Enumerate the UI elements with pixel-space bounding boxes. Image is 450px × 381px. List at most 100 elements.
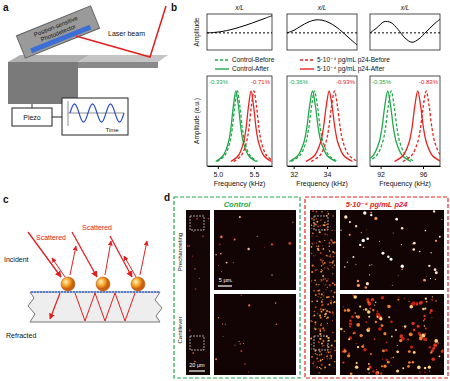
fluorescence-spot xyxy=(332,215,333,216)
axis-title: Frequency (kHz) xyxy=(296,180,348,188)
tick-mark xyxy=(327,166,328,169)
fluorescence-spot xyxy=(344,215,347,218)
scale-bar-label: 5 μm xyxy=(219,277,232,283)
fluorescence-spot xyxy=(365,321,367,323)
fluorescence-spot xyxy=(424,307,426,309)
fluorescence-spot xyxy=(319,333,321,335)
side-label: Cantilever xyxy=(177,316,183,343)
fluorescence-spot xyxy=(327,287,328,288)
fluorescence-spot xyxy=(218,265,219,266)
fluorescence-spot xyxy=(226,262,228,264)
tick: 5.5 xyxy=(250,166,260,178)
fluorescence-spot xyxy=(329,358,330,359)
fluorescence-spot xyxy=(390,365,392,367)
fluorescence-spot xyxy=(435,279,436,280)
annotation: -0.71% xyxy=(251,79,271,85)
spectrum-chart: 3234Frequency (kHz)-0.36%-0.93% xyxy=(287,76,358,188)
fluorescence-spot xyxy=(316,243,317,244)
fluorescence-spot xyxy=(316,366,318,368)
scattered-ray xyxy=(140,241,147,275)
fluorescence-spot xyxy=(314,321,316,323)
fluorescence-spot xyxy=(325,313,327,315)
fluorescence-spot xyxy=(327,304,329,306)
fluorescence-spot xyxy=(317,290,319,292)
fluorescence-spot xyxy=(334,256,336,258)
tick-label: 96 xyxy=(420,171,428,178)
fluorescence-spot xyxy=(247,248,249,250)
fluorescence-spot xyxy=(324,313,326,315)
fluorescence-spot xyxy=(375,372,378,375)
fluorescence-spot xyxy=(369,372,370,373)
fluorescence-spot xyxy=(397,299,399,301)
tick-mark xyxy=(254,166,255,169)
fluorescence-spot xyxy=(367,310,371,314)
signal-axis xyxy=(68,101,69,126)
fluorescence-spot xyxy=(370,212,372,214)
fluorescence-spot xyxy=(314,242,316,244)
fluorescence-spot xyxy=(329,311,331,313)
fluorescence-spot xyxy=(208,218,209,219)
fluorescence-spot xyxy=(331,290,332,291)
fluorescence-spot xyxy=(408,350,411,353)
fluorescence-spot xyxy=(325,222,327,224)
fluorescence-spot xyxy=(332,320,333,321)
fluorescence-spot xyxy=(424,318,426,320)
fluorescence-spot xyxy=(404,298,405,299)
fluorescence-spot xyxy=(408,301,409,302)
panel-c: IncidentScatteredScatteredRefracted xyxy=(4,224,162,339)
fluorescence-spot xyxy=(322,345,323,346)
fluorescence-spot xyxy=(326,355,328,357)
fluorescence-spot xyxy=(354,312,356,314)
axis-title: Frequency (kHz) xyxy=(214,180,266,188)
fluorescence-spot xyxy=(411,322,414,325)
panel-label: a xyxy=(3,2,9,13)
label: Scattered xyxy=(36,234,66,241)
incident-ray xyxy=(72,232,97,277)
fluorescence-spot xyxy=(332,260,333,261)
tick-mark xyxy=(381,166,382,169)
label: Scattered xyxy=(82,224,112,231)
fluorescence-spot xyxy=(357,315,361,319)
fluorescence-spot xyxy=(316,246,317,247)
fluorescence-spot xyxy=(393,357,395,359)
fluorescence-spot xyxy=(357,346,359,348)
fluorescence-spot xyxy=(369,307,371,309)
fluorescence-spot xyxy=(366,328,370,332)
fluorescence-spot xyxy=(380,373,382,375)
legend: Control-Before5·10⁻⁴ pg/mL p24-BeforeCon… xyxy=(215,56,390,73)
fluorescence-spot xyxy=(311,356,313,358)
scattered-ray xyxy=(105,241,111,275)
fluorescence-spot xyxy=(326,335,328,337)
fluorescence-spot xyxy=(349,221,351,223)
fluorescence-spot xyxy=(433,210,435,212)
fluorescence-spot xyxy=(349,336,352,339)
fluorescence-spot xyxy=(434,339,438,343)
fluorescence-spot xyxy=(344,331,345,332)
tick-label: 5.0 xyxy=(213,171,223,178)
fluorescence-spot xyxy=(407,338,409,340)
fluorescence-spot xyxy=(326,296,328,298)
fluorescence-spot xyxy=(431,358,435,362)
fluorescence-spot xyxy=(368,363,370,365)
series-line xyxy=(370,91,415,162)
fluorescence-spot xyxy=(333,314,334,315)
fluorescence-spot xyxy=(311,348,312,349)
fluorescence-spot xyxy=(409,332,413,336)
tick: 34 xyxy=(324,166,332,178)
fluorescence-spot xyxy=(321,269,322,270)
nanoparticle xyxy=(61,277,75,291)
legend-entry: Control-Before xyxy=(232,56,275,63)
label: Refracted xyxy=(6,332,36,339)
fluorescence-spot xyxy=(430,278,431,279)
fluorescence-spot xyxy=(322,327,324,329)
fluorescence-spot xyxy=(363,246,365,248)
fluorescence-spot xyxy=(319,330,321,332)
fluorescence-spot xyxy=(418,332,421,335)
legend-swatch xyxy=(300,59,314,60)
fluorescence-spot xyxy=(398,297,399,298)
fluorescence-spot xyxy=(276,323,277,324)
fluorescence-spot xyxy=(356,323,360,327)
fluorescence-spot xyxy=(334,340,336,342)
fluorescence-spot xyxy=(194,268,195,269)
fluorescence-spot xyxy=(327,248,329,250)
